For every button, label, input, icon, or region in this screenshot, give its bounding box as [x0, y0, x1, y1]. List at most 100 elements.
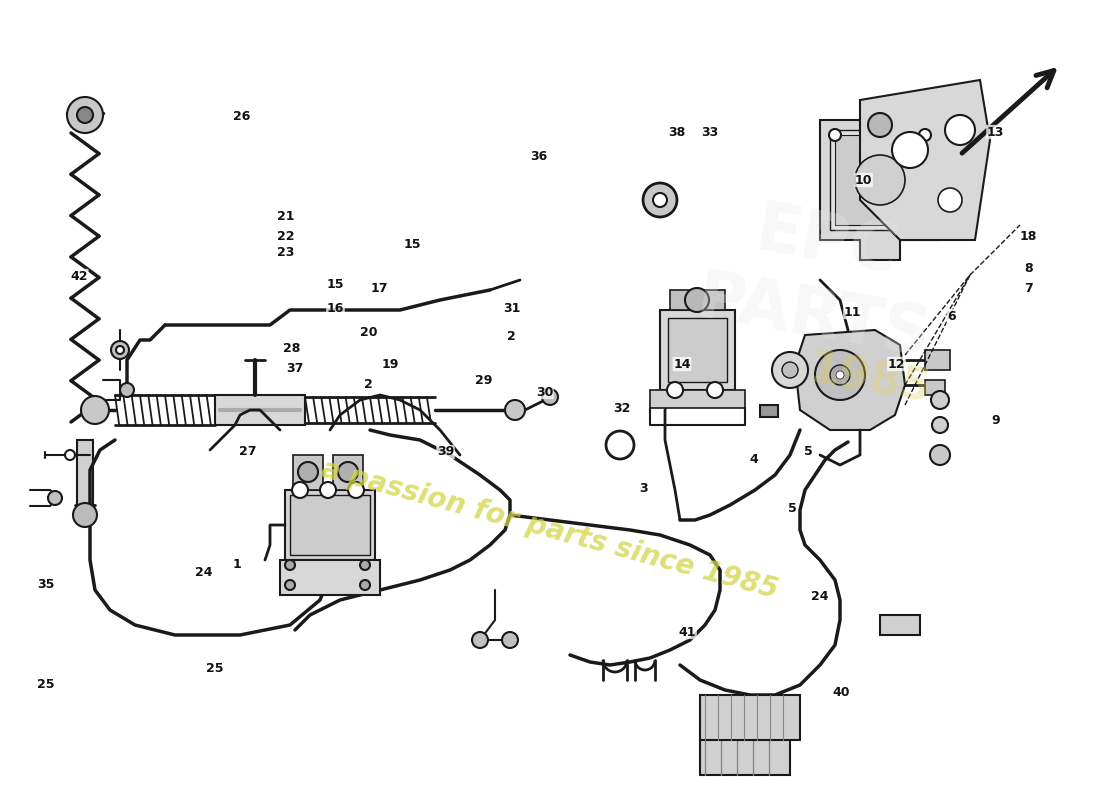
Circle shape: [502, 632, 518, 648]
Text: 2: 2: [364, 378, 373, 390]
Circle shape: [360, 560, 370, 570]
Circle shape: [348, 482, 364, 498]
Text: 38: 38: [668, 126, 685, 138]
Bar: [660, 310, 735, 390]
Text: 35: 35: [37, 578, 55, 590]
Text: 2: 2: [507, 330, 516, 342]
Text: 15: 15: [327, 278, 344, 290]
Polygon shape: [860, 80, 990, 240]
Text: 9: 9: [991, 414, 1000, 426]
Text: 29: 29: [475, 374, 493, 386]
Circle shape: [542, 389, 558, 405]
Text: 13: 13: [987, 126, 1004, 138]
Circle shape: [285, 560, 295, 570]
Circle shape: [772, 352, 808, 388]
Circle shape: [830, 365, 850, 385]
Bar: [214, 395, 305, 425]
Text: 14: 14: [673, 358, 691, 370]
Circle shape: [685, 288, 710, 312]
Text: 5: 5: [788, 502, 796, 514]
Text: 6: 6: [947, 310, 956, 322]
Bar: [293, 455, 323, 490]
Bar: [290, 495, 370, 555]
Text: 4: 4: [749, 454, 758, 466]
Text: 3: 3: [639, 482, 648, 494]
Bar: [668, 318, 727, 382]
Circle shape: [505, 400, 525, 420]
Bar: [700, 735, 790, 775]
Text: 20: 20: [360, 326, 377, 338]
Text: 16: 16: [327, 302, 344, 314]
Text: a passion for parts since 1985: a passion for parts since 1985: [319, 455, 781, 605]
Circle shape: [285, 580, 295, 590]
Text: 25: 25: [206, 662, 223, 674]
Circle shape: [868, 113, 892, 137]
Circle shape: [931, 391, 949, 409]
Circle shape: [892, 132, 928, 168]
Text: 1985: 1985: [805, 348, 935, 412]
Text: 10: 10: [855, 174, 872, 186]
Bar: [280, 560, 380, 595]
Circle shape: [120, 383, 134, 397]
Text: 8: 8: [1024, 262, 1033, 274]
Text: 21: 21: [277, 210, 295, 222]
Circle shape: [298, 462, 318, 482]
Circle shape: [815, 350, 865, 400]
Bar: [650, 390, 745, 408]
Circle shape: [48, 491, 62, 505]
Bar: [880, 615, 920, 635]
Circle shape: [644, 183, 676, 217]
Text: 11: 11: [844, 306, 861, 318]
Circle shape: [667, 382, 683, 398]
Circle shape: [116, 346, 124, 354]
Bar: [835, 135, 925, 225]
Circle shape: [829, 129, 842, 141]
Text: 27: 27: [239, 446, 256, 458]
Circle shape: [653, 193, 667, 207]
Circle shape: [73, 503, 97, 527]
Circle shape: [707, 382, 723, 398]
Text: 15: 15: [404, 238, 421, 250]
Text: 1: 1: [232, 558, 241, 570]
Text: 12: 12: [888, 358, 905, 370]
Text: 7: 7: [1024, 282, 1033, 294]
Text: 30: 30: [536, 386, 553, 398]
Text: 40: 40: [833, 686, 850, 698]
Text: 28: 28: [283, 342, 300, 354]
Text: 26: 26: [233, 110, 251, 122]
Bar: [333, 455, 363, 490]
Text: 31: 31: [503, 302, 520, 314]
Text: EPC
PARTS: EPC PARTS: [692, 190, 948, 370]
Circle shape: [472, 632, 488, 648]
Circle shape: [855, 155, 905, 205]
Bar: [700, 695, 800, 740]
Circle shape: [292, 482, 308, 498]
Circle shape: [360, 580, 370, 590]
Text: 17: 17: [371, 282, 388, 294]
Bar: [925, 380, 945, 395]
Circle shape: [81, 396, 109, 424]
Bar: [925, 350, 950, 370]
Bar: [670, 290, 725, 310]
Bar: [77, 440, 94, 505]
Text: 24: 24: [195, 566, 212, 578]
Circle shape: [77, 107, 94, 123]
Text: 39: 39: [437, 446, 454, 458]
Text: 24: 24: [811, 590, 828, 602]
Circle shape: [932, 417, 948, 433]
Circle shape: [67, 97, 103, 133]
Text: 37: 37: [286, 362, 304, 374]
Text: 33: 33: [701, 126, 718, 138]
Circle shape: [836, 371, 844, 379]
Circle shape: [338, 462, 358, 482]
Polygon shape: [795, 330, 905, 430]
Text: 25: 25: [37, 678, 55, 690]
Text: 23: 23: [277, 246, 295, 258]
Circle shape: [320, 482, 336, 498]
Circle shape: [918, 129, 931, 141]
Text: 42: 42: [70, 270, 88, 282]
Text: 22: 22: [277, 230, 295, 242]
Text: 5: 5: [804, 446, 813, 458]
Text: 41: 41: [679, 626, 696, 638]
Circle shape: [782, 362, 797, 378]
